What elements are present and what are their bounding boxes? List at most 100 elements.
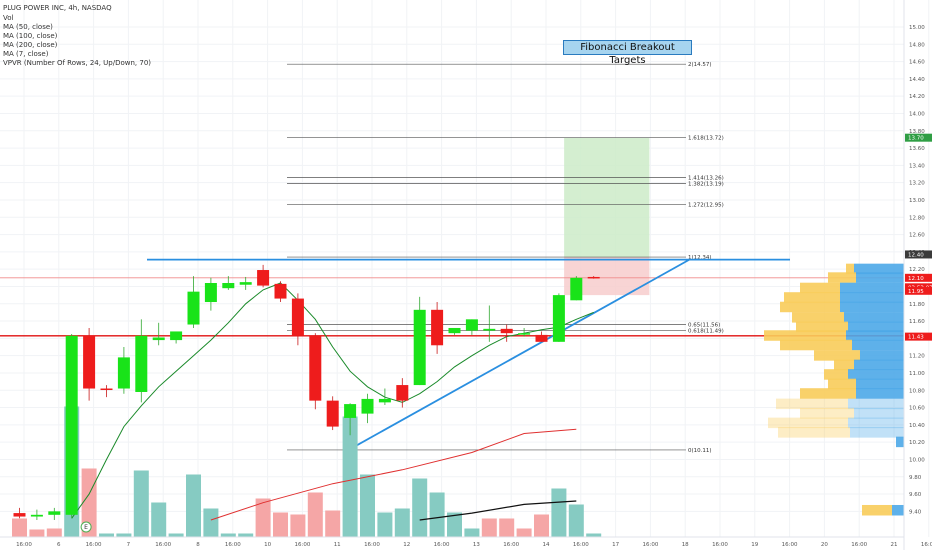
price-badge-label: 11.95: [908, 289, 924, 295]
volume-bar: [377, 512, 393, 537]
candle-body: [48, 511, 61, 515]
y-tick-label: 14.00: [909, 111, 925, 117]
y-tick-label: 12.60: [909, 233, 925, 239]
vpvr-bar-down: [800, 388, 856, 399]
candle-body: [587, 276, 600, 279]
price-badge: [905, 250, 932, 259]
candle-body: [65, 335, 78, 515]
volume-bar: [499, 518, 515, 537]
x-tick-label: 16:00: [155, 542, 171, 548]
vpvr-bar-up: [840, 292, 904, 303]
indicator-ma100: MA (100, close): [3, 32, 58, 40]
y-tick-label: 9.80: [909, 475, 922, 481]
x-tick-label: 11: [334, 542, 341, 548]
candle-body: [535, 334, 548, 342]
price-badge: [905, 332, 932, 341]
candle-body: [204, 283, 217, 303]
candle-body: [344, 404, 357, 418]
fib-level-label: 0.618(11.49): [688, 329, 724, 335]
y-tick-label: 14.40: [909, 77, 925, 83]
y-tick-label: 14.80: [909, 42, 925, 48]
volume-bar: [203, 508, 219, 537]
x-tick-label: 12: [403, 542, 410, 548]
symbol-legend: PLUG POWER INC, 4h, NASDAQ: [3, 4, 112, 12]
candle-body: [117, 357, 130, 389]
volume-bar: [46, 528, 62, 537]
x-tick-label: 13: [473, 542, 480, 548]
volume-bar: [151, 502, 167, 537]
indicator-ma50: MA (50, close): [3, 23, 53, 31]
volume-bar: [551, 488, 567, 537]
candle-body: [552, 295, 565, 342]
candle-body: [152, 337, 165, 341]
x-tick-label: 16:00: [642, 542, 658, 548]
vpvr-bar-down: [800, 408, 854, 419]
candle-body: [257, 270, 270, 286]
x-tick-label: 17: [612, 542, 619, 548]
x-tick-label: 20: [821, 542, 828, 548]
volume-bar: [220, 533, 236, 537]
candle-body: [274, 283, 287, 299]
volume-bar: [133, 470, 149, 537]
y-tick-label: 11.60: [909, 319, 925, 325]
vpvr-bar-up: [846, 330, 904, 341]
volume-bar: [307, 492, 323, 537]
candle-body: [465, 319, 478, 331]
fib-level-label: 0(10.11): [688, 448, 712, 454]
y-tick-label: 10.60: [909, 406, 925, 412]
vpvr-bar-down: [862, 504, 892, 516]
x-tick-label: 21: [891, 542, 898, 548]
volume-bar: [342, 416, 358, 537]
vpvr-bar-up: [848, 417, 904, 429]
vpvr-bar-up: [854, 408, 904, 419]
indicator-ma7: MA (7, close): [3, 50, 49, 58]
x-tick-label: 16:00: [225, 542, 241, 548]
price-badge: [905, 286, 932, 295]
vpvr-bar-down: [814, 350, 860, 361]
volume-bar: [12, 518, 27, 537]
vpvr-bar-up: [852, 339, 904, 351]
candle-body: [518, 333, 531, 335]
y-tick-label: 14.20: [909, 94, 925, 100]
vpvr-bar-up: [840, 282, 904, 294]
volume-bar: [29, 529, 45, 537]
volume-bar: [81, 468, 97, 537]
volume-bar: [116, 533, 132, 537]
candle-body: [187, 291, 200, 325]
vpvr-bar-up: [850, 427, 904, 438]
candle-body: [570, 277, 583, 301]
fib-level-label: 1.272(12.95): [688, 202, 724, 208]
x-tick-label: 16:00: [86, 542, 102, 548]
candle-body: [361, 398, 374, 414]
fib-level-label: 1.382(13.19): [688, 182, 724, 188]
vpvr-bar-up: [896, 436, 904, 448]
y-tick-label: 9.40: [909, 509, 922, 515]
x-tick-label: 10: [264, 542, 271, 548]
vpvr-bar-down: [828, 272, 856, 283]
vpvr-bar-up: [844, 312, 904, 323]
candle-body: [222, 283, 235, 289]
candle-body: [500, 328, 513, 334]
vpvr-bar-up: [856, 378, 904, 390]
candle-body: [100, 388, 113, 391]
fib-level-label: 2(14.57): [688, 62, 712, 68]
price-badge-label: 12.10: [908, 276, 924, 282]
earnings-marker-icon: [80, 521, 92, 533]
fibonacci-annotation-title[interactable]: Fibonacci Breakout Targets: [563, 40, 692, 66]
y-tick-label: 14.60: [909, 60, 925, 66]
y-tick-label: 13.00: [909, 198, 925, 204]
vpvr-bar-down: [800, 282, 840, 294]
volume-bar: [447, 512, 462, 537]
x-tick-label: 18: [682, 542, 689, 548]
fib-level-label: 0.65(11.56): [688, 323, 720, 329]
y-tick-label: 11.00: [909, 371, 925, 377]
x-tick-label: 16:00: [851, 542, 867, 548]
x-tick-label: 16:00: [434, 542, 450, 548]
vpvr-bar-down: [828, 378, 856, 390]
vpvr-bar-up: [848, 321, 904, 333]
y-tick-label: 10.00: [909, 457, 925, 463]
y-tick-label: 13.80: [909, 129, 925, 135]
candle-body: [483, 328, 496, 331]
vpvr-bar-up: [848, 369, 904, 380]
